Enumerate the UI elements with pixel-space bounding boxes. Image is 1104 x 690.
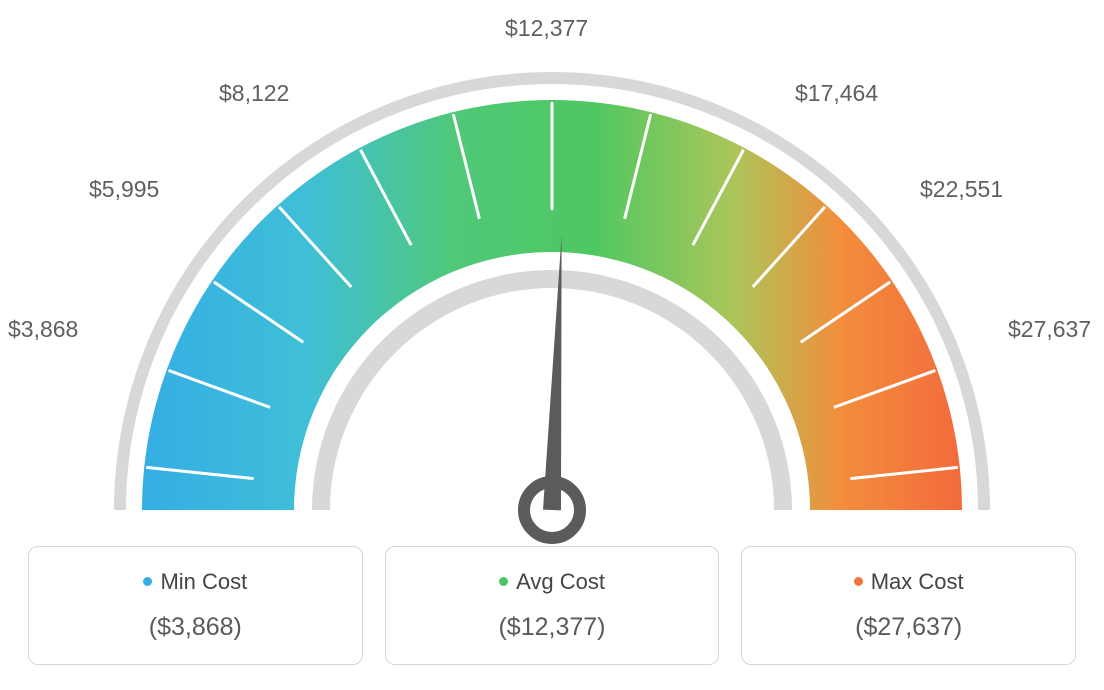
scale-label: $8,122 (219, 80, 289, 107)
min-dot-icon (143, 577, 152, 586)
min-cost-label: Min Cost (160, 569, 247, 594)
min-cost-value: ($3,868) (39, 613, 352, 642)
scale-label: $12,377 (505, 15, 588, 42)
scale-label: $27,637 (1008, 316, 1091, 343)
avg-cost-label: Avg Cost (516, 569, 605, 594)
max-cost-value: ($27,637) (752, 613, 1065, 642)
scale-label: $5,995 (89, 176, 159, 203)
summary-cards: Min Cost ($3,868) Avg Cost ($12,377) Max… (0, 546, 1104, 665)
scale-label: $3,868 (8, 316, 78, 343)
avg-dot-icon (499, 577, 508, 586)
avg-cost-value: ($12,377) (396, 613, 709, 642)
gauge-svg (52, 40, 1052, 560)
min-cost-card: Min Cost ($3,868) (28, 546, 363, 665)
min-cost-title: Min Cost (39, 569, 352, 595)
avg-cost-card: Avg Cost ($12,377) (385, 546, 720, 665)
gauge-chart: $3,868 $5,995 $8,122 $12,377 $17,464 $22,551 $… (0, 0, 1104, 540)
avg-cost-title: Avg Cost (396, 569, 709, 595)
scale-label: $22,551 (920, 176, 1003, 203)
scale-label: $17,464 (795, 80, 878, 107)
max-cost-label: Max Cost (871, 569, 964, 594)
max-dot-icon (854, 577, 863, 586)
max-cost-title: Max Cost (752, 569, 1065, 595)
max-cost-card: Max Cost ($27,637) (741, 546, 1076, 665)
